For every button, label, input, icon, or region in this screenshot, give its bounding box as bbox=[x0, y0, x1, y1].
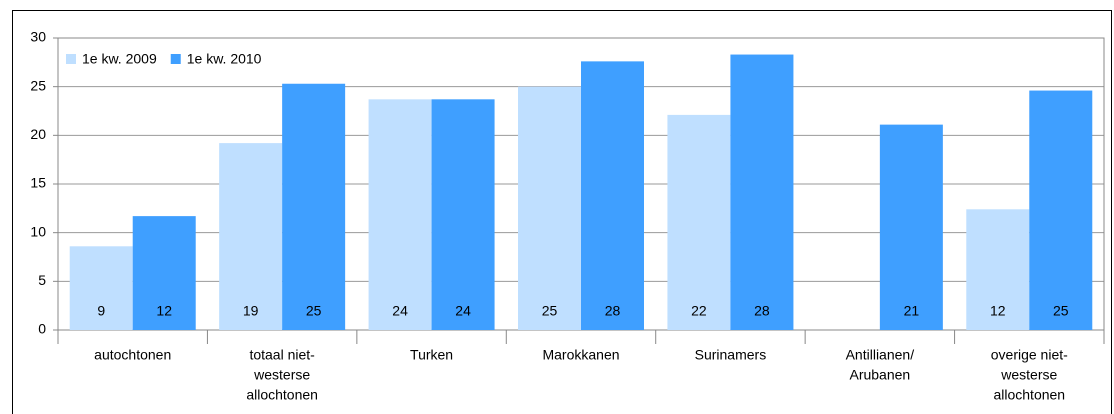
bar bbox=[581, 61, 644, 331]
x-tick-label: Arubanen bbox=[849, 367, 910, 383]
bar bbox=[730, 54, 794, 331]
value-label: 28 bbox=[754, 303, 770, 319]
bar bbox=[966, 209, 1030, 330]
x-tick-label: allochtonen bbox=[993, 387, 1065, 403]
bar bbox=[879, 124, 943, 330]
y-tick-label: 20 bbox=[30, 126, 46, 142]
y-tick-label: 25 bbox=[30, 77, 46, 93]
x-tick-label: autochtonen bbox=[94, 347, 171, 363]
y-tick-label: 10 bbox=[30, 223, 46, 239]
bar bbox=[1029, 90, 1093, 330]
value-label: 12 bbox=[156, 303, 172, 319]
legend-swatch bbox=[170, 54, 181, 64]
legend-label: 1e kw. 2010 bbox=[187, 51, 262, 67]
x-tick-label: Antillianen/ bbox=[846, 347, 915, 363]
value-label: 28 bbox=[605, 303, 621, 319]
value-label: 21 bbox=[904, 303, 920, 319]
bar bbox=[219, 143, 283, 330]
value-label: 24 bbox=[455, 303, 471, 319]
value-label: 19 bbox=[243, 303, 259, 319]
y-tick-label: 15 bbox=[30, 175, 46, 191]
y-tick-label: 30 bbox=[30, 29, 46, 45]
x-tick-label: Turken bbox=[410, 347, 453, 363]
x-tick-label: westerse bbox=[253, 367, 310, 383]
bar bbox=[368, 99, 432, 330]
x-tick-label: westerse bbox=[1000, 367, 1057, 383]
value-label: 22 bbox=[691, 303, 707, 319]
value-label: 12 bbox=[990, 303, 1006, 319]
value-label: 25 bbox=[542, 303, 558, 319]
bar bbox=[132, 216, 196, 330]
x-tick-label: totaal niet- bbox=[249, 347, 315, 363]
bar bbox=[69, 246, 133, 330]
value-label: 9 bbox=[97, 303, 105, 319]
x-tick-label: Surinamers bbox=[695, 347, 767, 363]
x-tick-label: allochtonen bbox=[246, 387, 318, 403]
value-label: 25 bbox=[306, 303, 322, 319]
legend-swatch bbox=[66, 54, 76, 64]
x-tick-label: Marokkanen bbox=[542, 347, 619, 363]
bar bbox=[431, 99, 495, 330]
y-tick-label: 0 bbox=[38, 321, 46, 337]
value-label: 24 bbox=[392, 303, 408, 319]
bar bbox=[282, 83, 346, 330]
bar bbox=[667, 114, 731, 330]
bar bbox=[518, 86, 581, 331]
value-label: 25 bbox=[1053, 303, 1069, 319]
legend-label: 1e kw. 2009 bbox=[82, 51, 157, 67]
x-tick-label: overige niet- bbox=[991, 347, 1068, 363]
y-tick-label: 5 bbox=[38, 272, 46, 288]
